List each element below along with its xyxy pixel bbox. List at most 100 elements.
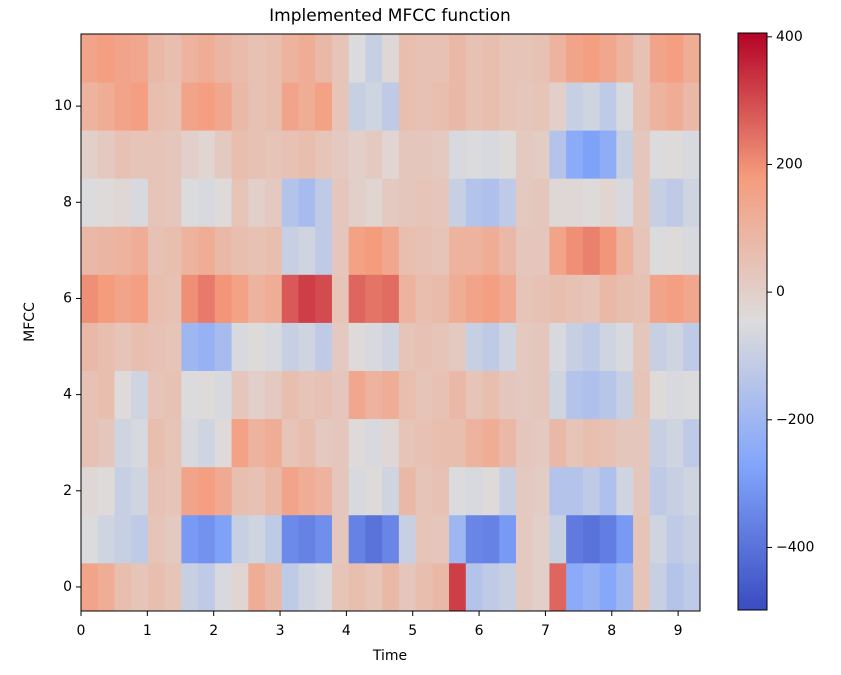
- heatmap-cell: [315, 322, 333, 371]
- heatmap-cell: [164, 322, 182, 371]
- y-tick-label: 4: [63, 387, 72, 403]
- heatmap-cell: [415, 34, 433, 83]
- heatmap-cell: [499, 226, 517, 275]
- heatmap-cell: [265, 34, 283, 83]
- heatmap-cell: [515, 418, 534, 468]
- heatmap-cell: [181, 562, 199, 612]
- heatmap-cell: [147, 370, 166, 420]
- heatmap-cell: [599, 34, 617, 83]
- heatmap-cell: [231, 514, 249, 564]
- heatmap-cell: [248, 226, 266, 275]
- heatmap-cell: [532, 322, 550, 371]
- heatmap-cell: [181, 178, 199, 227]
- heatmap-cell: [482, 34, 500, 83]
- heatmap-cell: [365, 178, 383, 227]
- heatmap-cell: [415, 274, 433, 323]
- heatmap-cell: [482, 226, 500, 275]
- heatmap-cell: [164, 34, 182, 83]
- heatmap-cell: [649, 322, 667, 371]
- heatmap-cell: [214, 226, 232, 275]
- heatmap-cell: [382, 226, 400, 275]
- heatmap-cell: [432, 274, 450, 323]
- heatmap-cell: [131, 322, 149, 371]
- heatmap-cell: [582, 130, 601, 179]
- heatmap-cell: [248, 130, 266, 179]
- heatmap-cell: [248, 34, 266, 83]
- heatmap-cell: [549, 82, 567, 131]
- heatmap-cell: [131, 34, 149, 83]
- heatmap-cell: [97, 34, 115, 83]
- heatmap-cell: [465, 178, 483, 227]
- heatmap-cell: [499, 322, 517, 371]
- heatmap-cell: [432, 130, 450, 179]
- heatmap-cell: [599, 274, 617, 323]
- heatmap-cell: [365, 34, 383, 83]
- heatmap-cell: [398, 130, 416, 179]
- heatmap-cell: [666, 562, 684, 612]
- heatmap-cell: [649, 274, 667, 323]
- heatmap-cell: [398, 82, 416, 131]
- heatmap-cell: [566, 178, 584, 227]
- heatmap-cell: [164, 466, 182, 516]
- heatmap-cell: [432, 418, 450, 468]
- x-tick-label: 8: [607, 623, 616, 639]
- heatmap-cell: [331, 514, 350, 564]
- heatmap-cell: [147, 34, 166, 83]
- heatmap-cell: [666, 322, 684, 371]
- heatmap-cell: [666, 82, 684, 131]
- heatmap-cell: [398, 274, 416, 323]
- heatmap-cell: [231, 370, 249, 420]
- heatmap-cell: [231, 562, 249, 612]
- heatmap-cell: [582, 82, 601, 131]
- heatmap-cell: [181, 34, 199, 83]
- heatmap-cell: [415, 130, 433, 179]
- heatmap-cell: [566, 82, 584, 131]
- heatmap-cell: [683, 514, 701, 564]
- heatmap-cell: [449, 466, 467, 516]
- heatmap-cell: [532, 466, 550, 516]
- x-tick-label: 9: [674, 623, 683, 639]
- heatmap-cell: [198, 226, 216, 275]
- heatmap-cell: [549, 178, 567, 227]
- heatmap-cell: [348, 178, 366, 227]
- heatmap-cell: [432, 322, 450, 371]
- heatmap-cell: [482, 562, 500, 612]
- heatmap-cell: [566, 130, 584, 179]
- heatmap-cell: [265, 226, 283, 275]
- heatmap-cell: [415, 82, 433, 131]
- heatmap-cell: [147, 82, 166, 131]
- heatmap-cell: [532, 226, 550, 275]
- heatmap-cell: [265, 130, 283, 179]
- heatmap-cell: [449, 418, 467, 468]
- heatmap-cell: [265, 562, 283, 612]
- heatmap-cell: [164, 226, 182, 275]
- heatmap-cell: [331, 466, 350, 516]
- heatmap-cell: [348, 82, 366, 131]
- heatmap-cell: [683, 226, 701, 275]
- heatmap-cell: [81, 226, 99, 275]
- heatmap-cell: [365, 226, 383, 275]
- heatmap-cell: [331, 274, 350, 323]
- heatmap-cell: [198, 466, 216, 516]
- heatmap-cell: [198, 514, 216, 564]
- heatmap-cell: [164, 562, 182, 612]
- heatmap-cell: [265, 82, 283, 131]
- heatmap-cell: [164, 130, 182, 179]
- heatmap-cell: [248, 466, 266, 516]
- heatmap-cell: [499, 514, 517, 564]
- heatmap-cell: [198, 562, 216, 612]
- heatmap-cell: [97, 514, 115, 564]
- heatmap-cell: [331, 562, 350, 612]
- heatmap-cell: [198, 274, 216, 323]
- heatmap-cell: [532, 274, 550, 323]
- heatmap-cell: [633, 226, 651, 275]
- heatmap-cell: [482, 514, 500, 564]
- heatmap-cell: [147, 418, 166, 468]
- heatmap-cell: [298, 562, 316, 612]
- heatmap-cell: [633, 514, 651, 564]
- heatmap-cell: [549, 322, 567, 371]
- heatmap-cell: [365, 322, 383, 371]
- heatmap-cell: [549, 34, 567, 83]
- heatmap-cell: [616, 418, 634, 468]
- heatmap-cell: [599, 130, 617, 179]
